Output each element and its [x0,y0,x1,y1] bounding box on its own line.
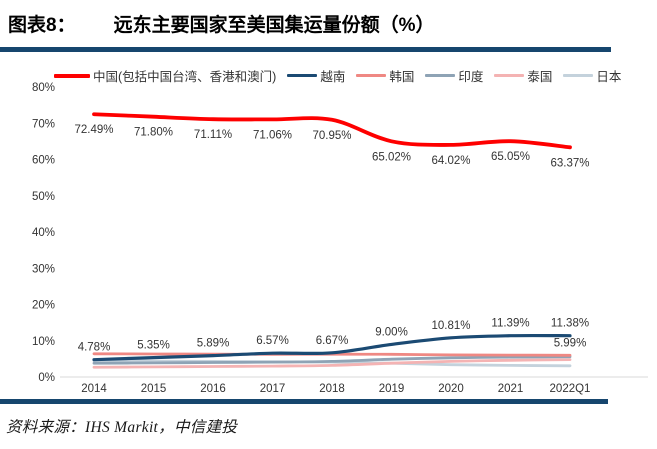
bottom-divider-bar [0,399,608,404]
legend-item-india: 印度 [425,66,483,85]
data-label-china: 71.80% [134,127,173,139]
legend-label-vietnam: 越南 [320,70,346,84]
data-label-china: 72.49% [74,124,113,136]
y-tick-label: 10% [32,336,55,348]
data-label-vietnam: 10.81% [431,320,470,332]
data-label-vietnam: 5.89% [197,338,230,350]
data-label-china: 71.06% [253,129,292,141]
x-tick-label: 2015 [141,383,167,395]
data-label-china: 65.05% [491,151,530,163]
legend-swatch-japan [563,74,594,77]
x-tick-label: 2022Q1 [550,383,591,395]
y-tick-label: 70% [32,118,55,130]
data-label-china: 65.02% [372,151,411,163]
legend-label-japan: 日本 [596,70,622,84]
data-label-korea: 5.99% [554,337,587,349]
series-line-india [92,355,572,365]
legend-swatch-thailand [494,74,525,77]
legend-item-korea: 韩国 [356,66,414,85]
legend-item-japan: 日本 [563,66,621,85]
series-line-vietnam [92,333,572,362]
x-tick-label: 2017 [260,383,286,395]
y-tick-label: 80% [32,82,55,94]
data-label-china: 70.95% [312,130,351,142]
figure-title: 图表8： 远东主要国家至美国集运量份额（%） [8,10,648,37]
line-chart: 0% 10% 20% 30% 40% 50% 60% 70% 80% 2014 2015 2016 20… [0,60,657,402]
data-label-china: 71.11% [194,129,232,141]
data-label-vietnam: 6.67% [316,335,349,347]
figure-title-text: 远东主要国家至美国集运量份额（%） [113,15,435,36]
data-label-china: 63.37% [550,157,589,169]
data-label-vietnam: 5.35% [137,340,170,352]
legend-label-india: 印度 [458,70,484,84]
data-label-vietnam: 9.00% [375,326,408,338]
series-line-china [92,112,572,150]
data-label-vietnam: 6.57% [256,335,289,347]
x-tick-label: 2014 [81,383,107,395]
x-tick-label: 2016 [200,383,226,395]
title-divider-bar [0,47,611,52]
x-tick-label: 2019 [379,383,405,395]
legend-swatch-india [425,74,456,77]
source-note: 资料来源：IHS Markit，中信建投 [6,419,238,436]
figure-number-label: 图表8： [8,15,76,36]
y-tick-label: 50% [32,191,55,203]
legend-item-china: 中国(包括中国台湾、香港和澳门) [54,66,276,85]
x-tick-label: 2021 [498,383,524,395]
data-label-vietnam: 4.78% [78,342,111,354]
y-tick-label: 30% [32,263,55,275]
legend-item-thailand: 泰国 [494,66,552,85]
data-label-vietnam: 11.38% [551,318,589,330]
y-tick-label: 20% [32,300,55,312]
x-tick-label: 2020 [438,383,464,395]
legend-label-korea: 韩国 [389,70,415,84]
legend-label-china: 中国(包括中国台湾、香港和澳门) [93,70,277,84]
legend-swatch-korea [356,74,387,77]
x-tick-label: 2018 [319,383,345,395]
plot-svg: 0% 10% 20% 30% 40% 50% 60% 70% 80% 2014 2015 2016 20… [32,82,648,395]
legend-swatch-vietnam [287,74,318,77]
legend-item-vietnam: 越南 [287,66,345,85]
series-line-thailand [92,358,572,369]
chart-legend: 中国(包括中国台湾、香港和澳门) 越南 韩国 印度 泰国 日本 [54,66,621,85]
y-tick-label: 0% [38,372,55,384]
legend-swatch-china [54,73,90,78]
data-label-vietnam: 11.39% [491,318,529,330]
y-tick-label: 40% [32,227,55,239]
data-label-china: 64.02% [431,155,470,167]
legend-label-thailand: 泰国 [527,70,553,84]
y-tick-label: 60% [32,155,55,167]
